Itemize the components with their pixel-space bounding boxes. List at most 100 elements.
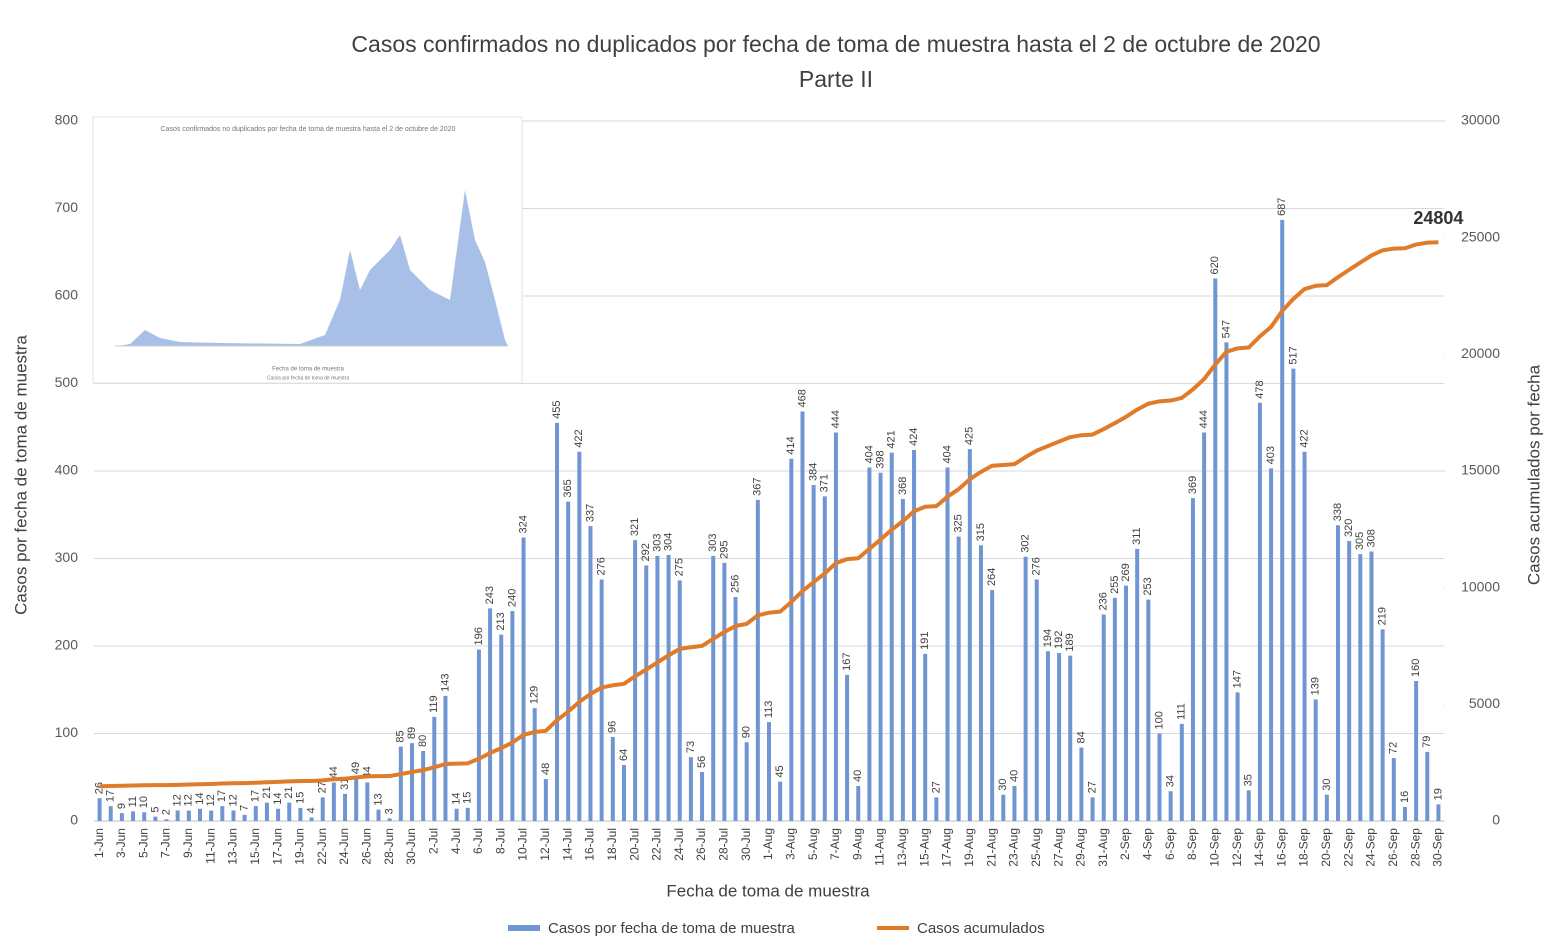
bar: [1402, 807, 1407, 821]
data-label: 14: [451, 793, 463, 805]
y2-tick-label: 30000: [1461, 112, 1500, 128]
bar: [387, 818, 392, 821]
bar: [1269, 468, 1274, 821]
bar: [264, 802, 269, 821]
bar: [1213, 278, 1218, 821]
x-tick-label: 19-Aug: [962, 828, 976, 867]
data-label: 276: [1031, 557, 1043, 575]
data-label: 4: [305, 807, 317, 813]
bar: [677, 580, 682, 821]
bar: [889, 452, 894, 821]
data-label: 620: [1209, 256, 1221, 274]
bar: [566, 501, 571, 821]
bar: [990, 590, 995, 821]
bar: [108, 806, 113, 821]
bar: [1347, 541, 1352, 821]
data-label: 147: [1232, 670, 1244, 688]
data-label: 422: [1298, 429, 1310, 447]
y2-tick-label: 10000: [1461, 578, 1500, 594]
x-tick-label: 22-Jun: [315, 828, 329, 865]
x-tick-label: 19-Jun: [293, 828, 307, 865]
bar: [1168, 791, 1173, 821]
bar: [499, 634, 504, 821]
data-label: 113: [763, 701, 775, 719]
data-label: 192: [1053, 631, 1065, 649]
data-label: 111: [1176, 703, 1188, 720]
bar: [532, 708, 537, 821]
bar: [197, 808, 202, 821]
data-label: 295: [718, 541, 730, 559]
bar: [1280, 219, 1285, 821]
data-label: 30: [997, 779, 1009, 791]
x-tick-label: 6-Jul: [471, 828, 485, 854]
x-axis-title: Fecha de toma de muestra: [666, 881, 870, 900]
y-tick-label: 100: [55, 724, 79, 740]
x-tick-label: 5-Aug: [806, 828, 820, 860]
data-label: 12: [172, 794, 184, 806]
bar: [175, 810, 180, 821]
data-label: 89: [406, 727, 418, 739]
bar: [276, 808, 281, 821]
data-label: 264: [986, 568, 998, 586]
data-label: 444: [830, 410, 842, 428]
bar: [1324, 794, 1329, 821]
bar: [1358, 554, 1363, 821]
x-tick-label: 30-Jun: [404, 828, 418, 865]
data-label: 14: [194, 793, 206, 805]
data-label: 367: [752, 478, 764, 496]
x-tick-label: 10-Sep: [1207, 828, 1221, 867]
data-label: 398: [874, 450, 886, 468]
y-tick-label: 0: [70, 812, 78, 828]
bar: [320, 797, 325, 821]
x-tick-label: 26-Jul: [694, 828, 708, 861]
data-label: 16: [1399, 791, 1411, 803]
bar: [978, 545, 983, 821]
data-label: 45: [774, 765, 786, 777]
data-label: 11: [127, 796, 139, 807]
data-label: 303: [651, 534, 663, 552]
bar: [354, 778, 359, 821]
bar: [912, 450, 917, 821]
bar: [1157, 733, 1162, 821]
bar: [577, 451, 582, 821]
inset-image: Casos confirmados no duplicados por fech…: [92, 116, 523, 384]
bar: [1090, 797, 1095, 821]
data-label: 325: [953, 514, 965, 532]
bar: [789, 458, 794, 821]
data-label: 84: [1075, 731, 1087, 743]
bar: [1246, 790, 1251, 821]
bar: [209, 810, 214, 821]
data-label: 9: [116, 803, 128, 809]
bar: [1068, 655, 1073, 821]
x-tick-label: 24-Sep: [1364, 828, 1378, 867]
bar: [409, 743, 414, 821]
y2-tick-label: 25000: [1461, 228, 1500, 244]
legend-swatch: [508, 925, 540, 931]
data-label: 79: [1421, 736, 1433, 748]
bar: [688, 757, 693, 821]
x-tick-label: 30-Jul: [739, 828, 753, 861]
bar: [220, 806, 225, 821]
bar: [845, 674, 850, 821]
data-label: 17: [216, 790, 228, 802]
bar: [722, 562, 727, 821]
bar: [488, 608, 493, 821]
bar: [610, 737, 615, 821]
data-label: 196: [473, 627, 485, 645]
data-label: 21: [261, 786, 273, 798]
x-tick-label: 10-Jul: [516, 828, 530, 861]
data-label: 160: [1410, 659, 1422, 677]
data-label: 414: [785, 436, 797, 454]
x-tick-label: 2-Sep: [1118, 828, 1132, 860]
x-tick-label: 27-Aug: [1051, 828, 1065, 867]
legend-label: Casos por fecha de toma de muestra: [548, 920, 795, 937]
y-tick-label: 700: [55, 199, 79, 215]
data-label: 292: [640, 543, 652, 561]
data-label: 167: [841, 653, 853, 671]
inset-bars: [118, 190, 508, 346]
x-tick-label: 15-Jun: [248, 828, 262, 865]
data-label: 49: [350, 762, 362, 774]
data-label: 10: [138, 796, 150, 808]
x-tick-label: 9-Aug: [850, 828, 864, 860]
data-label: 19: [1432, 788, 1444, 800]
